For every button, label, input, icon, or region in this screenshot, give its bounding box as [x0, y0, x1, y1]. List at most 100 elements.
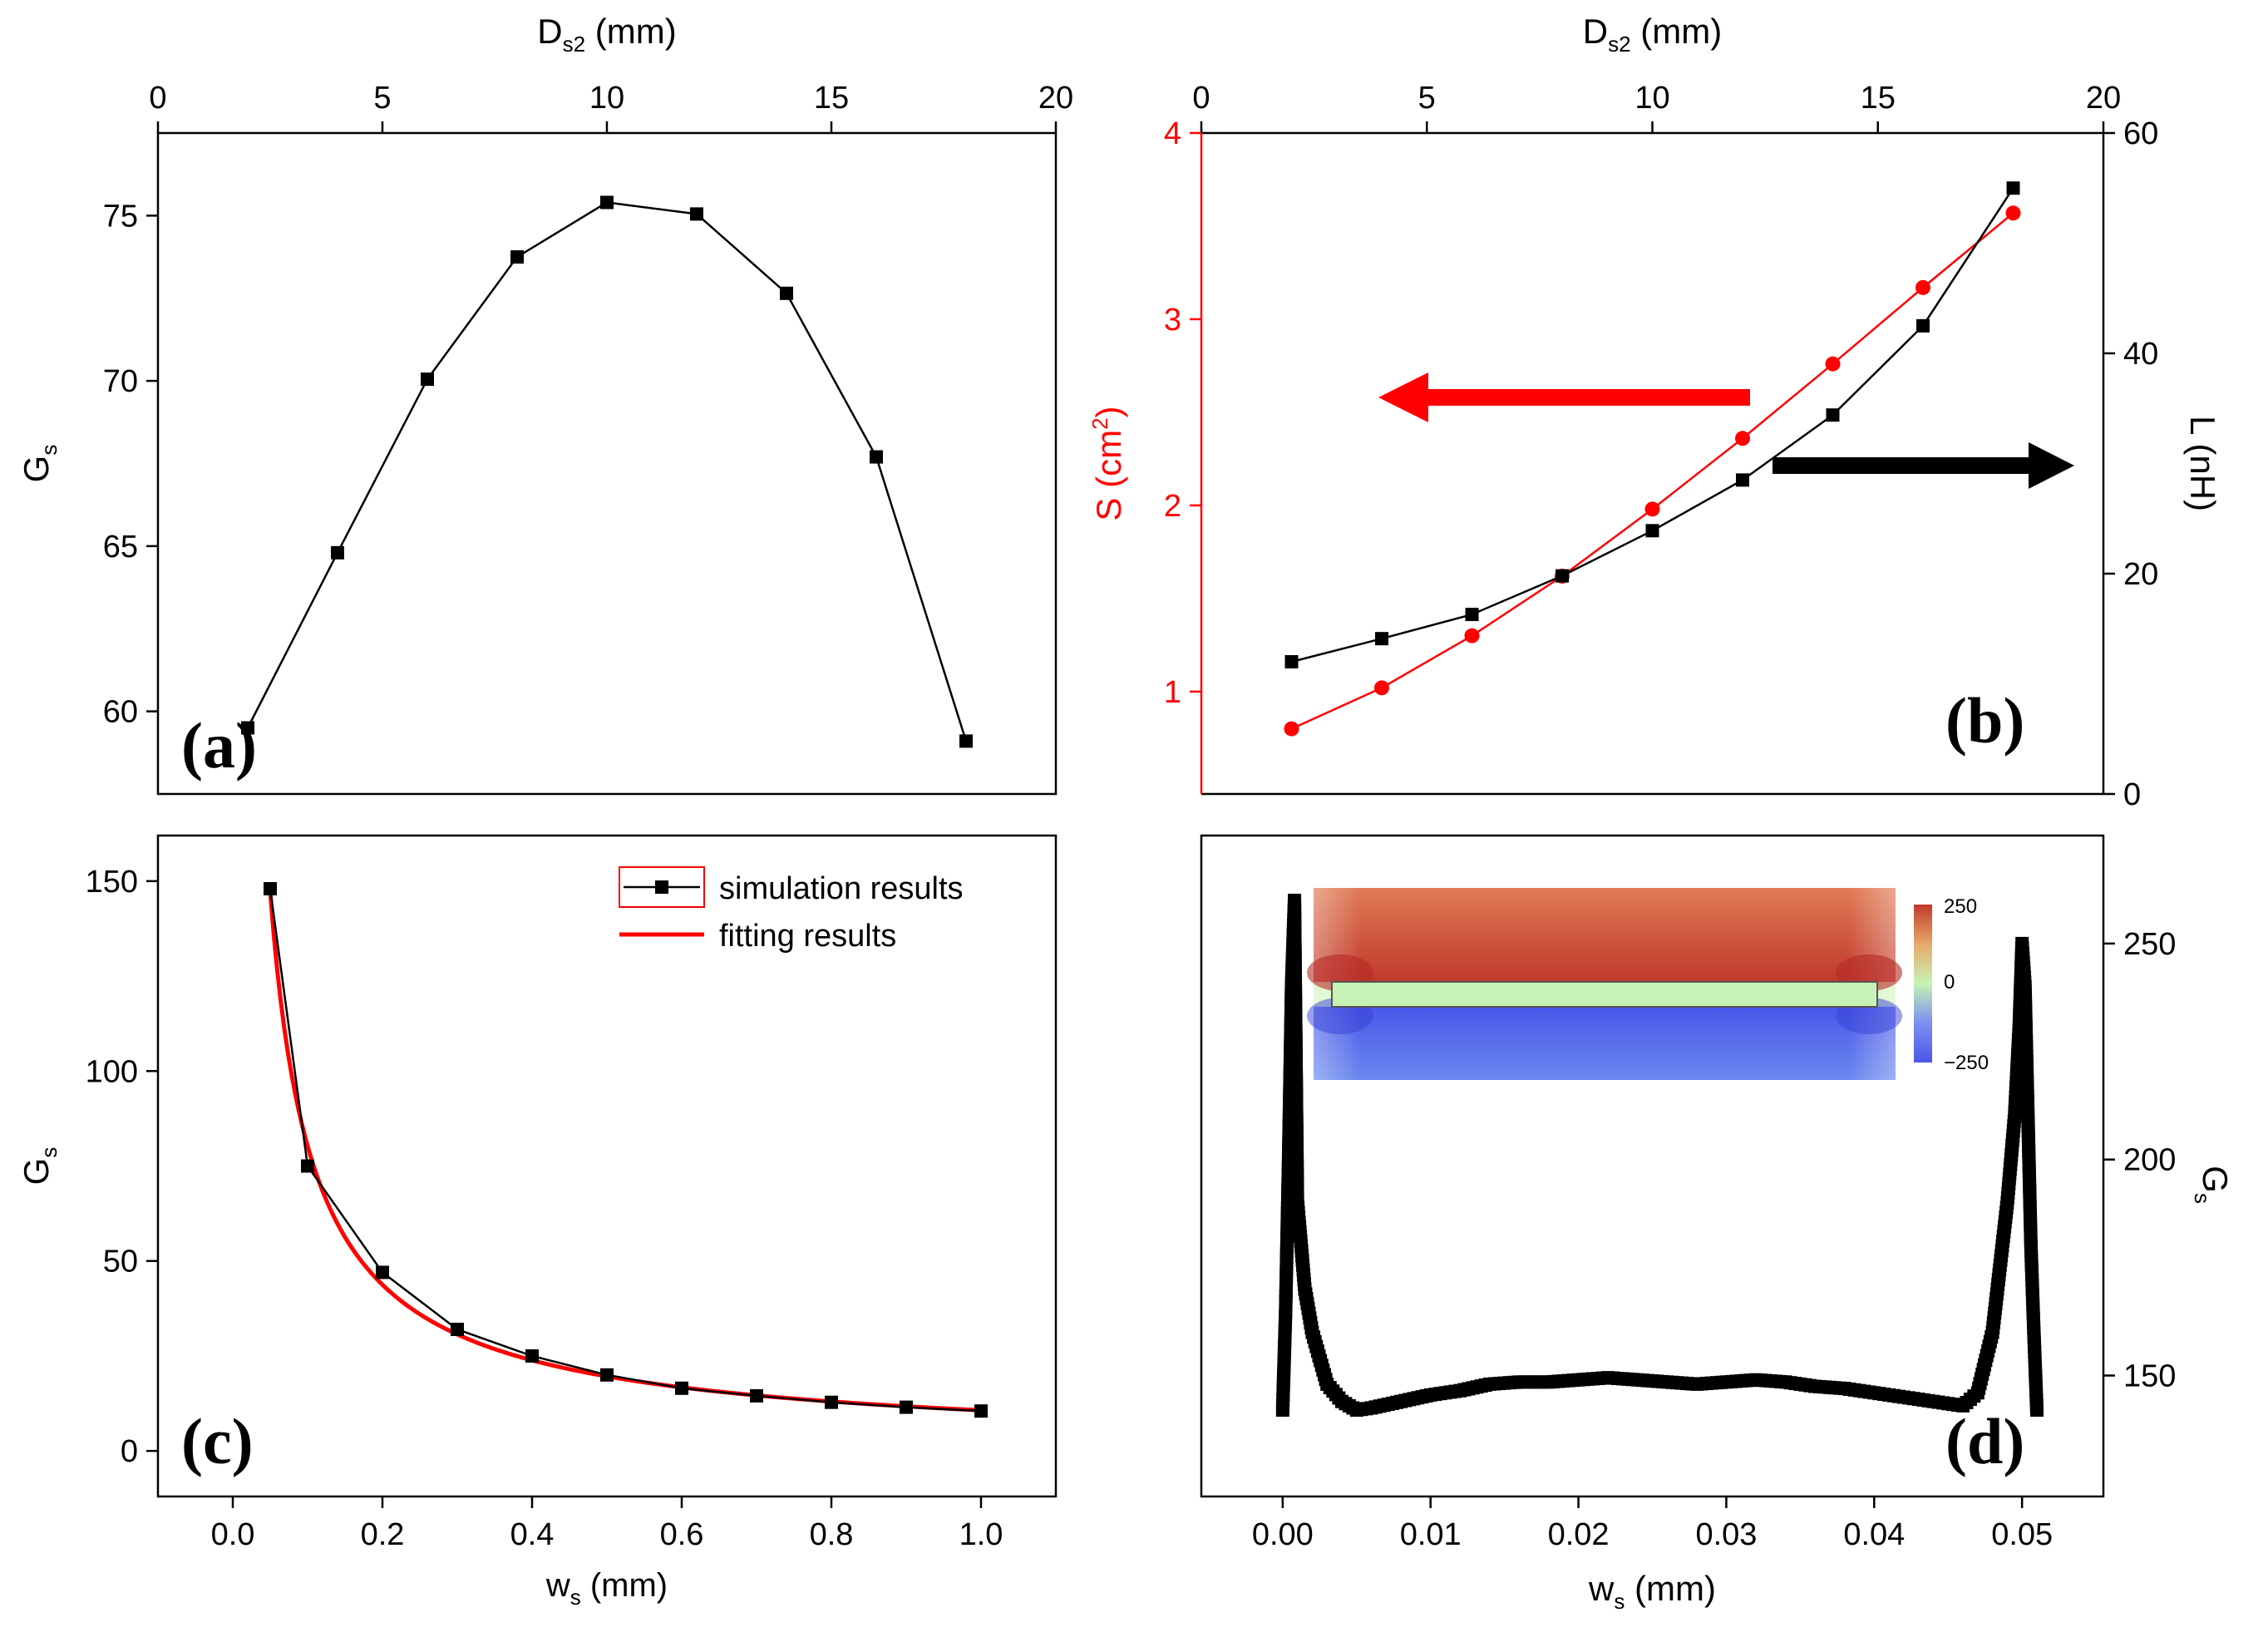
x-tick-label: 0.6	[660, 1517, 704, 1552]
x-axis-label-sub: s	[570, 1585, 581, 1610]
legend-swatch-box	[619, 866, 705, 908]
x-top-axis-label-sub: s2	[563, 32, 585, 57]
data-point	[780, 286, 793, 300]
x-top-tick-label: 10	[1634, 81, 1669, 116]
y-tick-label: 150	[2123, 1359, 2176, 1394]
x-top-tick-label: 0	[149, 81, 166, 116]
x-axis-label-unit: (mm)	[1625, 1569, 1716, 1608]
data-point	[600, 195, 614, 210]
data-point	[525, 1349, 539, 1363]
data-point	[974, 1404, 988, 1418]
x-top-tick-label: 0	[1192, 81, 1210, 116]
colorbar-tick-label: −250	[1944, 1052, 1989, 1074]
y-tick-label: 100	[86, 1054, 138, 1089]
data-point	[1736, 473, 1749, 487]
y-right-tick-label: 20	[2123, 557, 2158, 592]
y-left-axis-label: S (cm2)	[1087, 406, 1128, 520]
plot-frame-a	[156, 131, 1058, 796]
data-point	[301, 1159, 314, 1173]
y-right-tick-label: 40	[2123, 337, 2158, 372]
x-top-axis-label-main: D	[537, 12, 562, 51]
y-tick-label: 65	[103, 530, 138, 565]
data-point	[959, 734, 973, 748]
y-tick-label: 70	[103, 364, 138, 399]
inset-strip	[1331, 981, 1878, 1008]
x-tick-label: 0.2	[361, 1517, 405, 1552]
y-axis-label-main: G	[17, 1158, 56, 1186]
data-point	[264, 881, 277, 895]
data-point	[900, 1400, 913, 1414]
data-point	[1556, 569, 1569, 583]
x-top-axis-label: Ds2 (mm)	[537, 12, 676, 57]
legend-item-simulation: simulation results	[719, 871, 964, 906]
x-top-axis-label: Ds2 (mm)	[1583, 12, 1722, 57]
arrow-right-black	[1772, 442, 2074, 489]
data-point	[690, 207, 703, 221]
data-point	[510, 250, 524, 264]
y-axis-label-main: G	[2196, 1166, 2235, 1193]
y-axis-label: Gs	[2190, 1166, 2235, 1204]
plot-frame-d	[1200, 834, 2105, 1498]
x-axis-label-main: w	[545, 1567, 570, 1604]
x-tick-label: 0.0	[211, 1517, 255, 1552]
data-point	[675, 1381, 688, 1395]
data-point	[451, 1322, 464, 1336]
x-top-axis-label-main: D	[1583, 12, 1608, 51]
y-right-tick-label: 60	[2123, 116, 2158, 151]
x-top-tick-label: 15	[1861, 81, 1896, 116]
data-point	[1374, 680, 1389, 696]
x-top-axis-label-unit: (mm)	[585, 12, 677, 51]
panel-label: (b)	[1945, 684, 2024, 757]
colorbar	[1914, 905, 1932, 1063]
x-tick-label: 0.02	[1548, 1517, 1610, 1552]
data-point	[376, 1265, 389, 1280]
data-point	[1284, 655, 1299, 668]
data-point	[1644, 501, 1660, 517]
colorbar-tick-label: 0	[1944, 971, 1955, 994]
y-right-axis-label: L (nH)	[2183, 416, 2222, 511]
y-tick-label: 50	[103, 1245, 138, 1280]
y-axis-label-sub: s	[37, 445, 62, 456]
series-line	[246, 201, 968, 742]
y-left-tick-label: 4	[1164, 116, 1181, 151]
x-axis-label: ws (mm)	[1588, 1569, 1716, 1614]
y-axis-label-main: G	[17, 456, 56, 483]
data-point	[825, 1395, 838, 1409]
x-axis-label-main: w	[1588, 1569, 1615, 1608]
x-top-tick-label: 5	[1418, 81, 1436, 116]
x-top-axis-label-unit: (mm)	[1631, 12, 1723, 51]
panel-label: (a)	[181, 709, 257, 782]
data-point	[1375, 632, 1388, 646]
y-axis-label-sub: s	[37, 1147, 62, 1158]
y-tick-label: 0	[121, 1434, 138, 1469]
legend-swatch-marker	[655, 880, 668, 894]
data-point	[600, 1368, 614, 1382]
x-top-tick-label: 20	[1038, 81, 1073, 116]
data-point	[870, 450, 883, 464]
colorbar-tick-label: 250	[1944, 895, 1977, 918]
y-tick-label: 60	[103, 695, 138, 730]
legend-item-fitting: fitting results	[719, 919, 896, 954]
data-point	[421, 372, 434, 387]
x-top-axis-label-sub: s2	[1608, 32, 1630, 57]
y-left-axis-label-end: )	[1089, 406, 1128, 417]
y-tick-label: 200	[2123, 1143, 2176, 1178]
legend: simulation results fitting results	[619, 866, 964, 954]
data-point	[750, 1388, 763, 1403]
series-line-right	[1291, 187, 2014, 663]
x-axis-label-unit: (mm)	[581, 1567, 668, 1604]
arrow-right-shaft	[1772, 457, 2035, 474]
inset-field-map: 250 0 −250	[1307, 888, 1989, 1080]
data-point	[1826, 408, 1840, 422]
data-point	[1284, 721, 1299, 737]
arrow-right-head	[2029, 442, 2074, 489]
y-left-tick-label: 3	[1164, 303, 1181, 338]
arrow-left-head	[1378, 372, 1428, 422]
x-tick-label: 0.05	[1991, 1517, 2053, 1552]
y-tick-label: 150	[86, 865, 138, 900]
data-point	[331, 545, 344, 560]
